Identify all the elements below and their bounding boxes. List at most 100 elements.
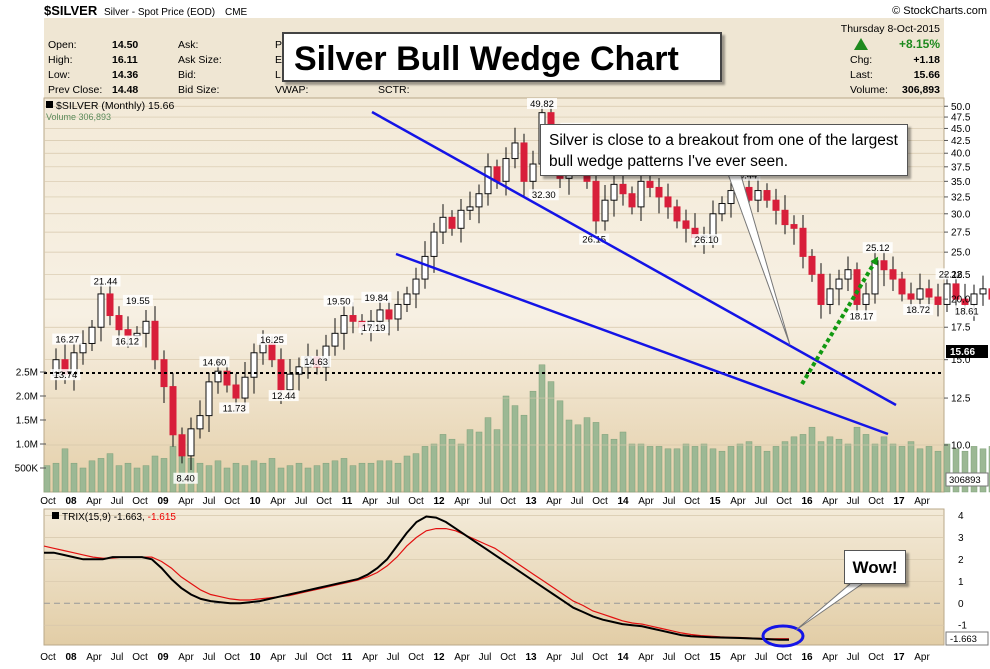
bid-stub: L (275, 69, 281, 81)
last-label: Last: (850, 69, 873, 81)
high-value: 16.11 (112, 54, 138, 66)
price-candle-body (637, 180, 645, 208)
price-candle-body (187, 428, 195, 457)
volume-bar (421, 446, 429, 493)
x-axis-bottom-label: 13 (525, 652, 537, 663)
volume-bar (448, 438, 456, 493)
price-y-tick-label: 15.0 (951, 355, 971, 366)
price-label: 19.84 (365, 293, 389, 304)
trix-badge (945, 631, 989, 646)
x-axis-bottom-label: 14 (617, 652, 629, 663)
x-axis-bottom-label: Oct (776, 652, 792, 663)
price-candle-body (808, 255, 816, 275)
price-candle-body (790, 224, 798, 229)
price-candle-body (880, 260, 888, 271)
x-axis-bottom-label: Jul (295, 652, 308, 663)
trix-badge-label: -1.663 (950, 634, 977, 645)
price-y-tick-label: 47.5 (951, 113, 971, 124)
volume-bar (394, 462, 402, 493)
x-axis-bottom-label: Apr (546, 652, 562, 663)
x-axis-bottom-label: Apr (362, 652, 378, 663)
volume-bar (835, 438, 843, 493)
price-candle-body (439, 216, 447, 233)
x-axis-bottom-label: Jul (111, 652, 124, 663)
volume-bar (547, 381, 555, 493)
price-candle-body (412, 278, 420, 295)
x-axis-top-label: Apr (546, 496, 562, 507)
open-value: 14.50 (112, 39, 138, 51)
volume-bar (79, 467, 87, 493)
volume-bar (637, 443, 645, 493)
x-axis-bottom-label: Oct (132, 652, 148, 663)
price-y-tick-label: 42.5 (951, 136, 971, 147)
volume-bar (286, 465, 294, 493)
trix-signal-line (43, 527, 789, 640)
price-label-bg (579, 233, 610, 245)
price-candle-body (763, 190, 771, 201)
volume-bar (628, 443, 636, 493)
chart-exchange: CME (225, 7, 248, 18)
volume-bar (925, 446, 933, 493)
x-axis-top-label: Oct (316, 496, 332, 507)
price-label: 8.40 (176, 474, 195, 485)
price-candle-body (232, 384, 240, 399)
price-label-bg (173, 472, 198, 484)
volume-bar (583, 417, 591, 493)
price-y-tick-label: 45.0 (951, 124, 971, 135)
volume-bar (160, 458, 168, 493)
trix-legend-signal: -1.615 (148, 512, 177, 523)
volume-bar (808, 426, 816, 493)
volume-bar (43, 465, 51, 493)
x-axis-top-label: Jul (847, 496, 860, 507)
volume-bar (304, 467, 312, 493)
x-axis-bottom-label: Oct (316, 652, 332, 663)
x-axis-top-label: Jul (387, 496, 400, 507)
x-axis-top-label: 12 (433, 496, 445, 507)
price-candle-body (709, 213, 717, 237)
price-candle-body (835, 278, 843, 290)
price-candle-body (925, 288, 933, 298)
volume-bar (241, 465, 249, 493)
volume-bar (646, 446, 654, 493)
x-axis-bottom-label: 08 (65, 652, 77, 663)
volume-bar (331, 460, 339, 493)
trix-y-tick-label: 2 (958, 555, 964, 566)
volume-bar (322, 462, 330, 493)
price-candle-body (457, 209, 465, 229)
price-candle-body (178, 434, 186, 457)
price-candle-body (754, 190, 762, 201)
price-candle-body (628, 193, 636, 208)
price-candle-body (862, 293, 870, 305)
price-candle-body (295, 366, 303, 375)
x-axis-top-label: 17 (893, 496, 905, 507)
price-candle-body (151, 320, 159, 361)
price-label: 16.25 (260, 335, 284, 346)
volume-bar (133, 467, 141, 493)
breakout-note-callout: Silver is close to a breakout from one o… (540, 124, 908, 176)
x-axis-top-label: Apr (270, 496, 286, 507)
price-candle-body (106, 293, 114, 317)
price-candle-body (169, 386, 177, 436)
price-y-tick-label: 10.0 (951, 441, 971, 452)
x-axis-bottom-label: Apr (914, 652, 930, 663)
price-legend-swatch (46, 101, 53, 108)
volume-bar (115, 465, 123, 493)
vwap-label: VWAP: (275, 84, 308, 96)
breakout-arrow (800, 256, 879, 386)
x-axis-top-label: 13 (525, 496, 537, 507)
x-axis-top: Oct 08 Apr Jul Oct 09 Apr Jul Oct 10 Apr Jul Oct 11 Ap… (40, 496, 930, 507)
volume-bar (340, 458, 348, 493)
price-candle-body (448, 216, 456, 229)
price-candle-body (196, 415, 204, 430)
prev-close-label: Prev Close: (48, 84, 102, 96)
last-price-badge-label: 15.66 (950, 347, 975, 358)
volume-bar (700, 443, 708, 493)
volume-bar (511, 405, 519, 493)
volume-bar (484, 417, 492, 493)
chart-symbol: $SILVER (44, 3, 98, 18)
price-label-bg (90, 275, 121, 287)
price-label-bg (691, 234, 722, 246)
price-y-tick-label: 30.0 (951, 209, 971, 220)
price-y-tick-label: 40.0 (951, 149, 971, 160)
trix-series (43, 515, 789, 641)
